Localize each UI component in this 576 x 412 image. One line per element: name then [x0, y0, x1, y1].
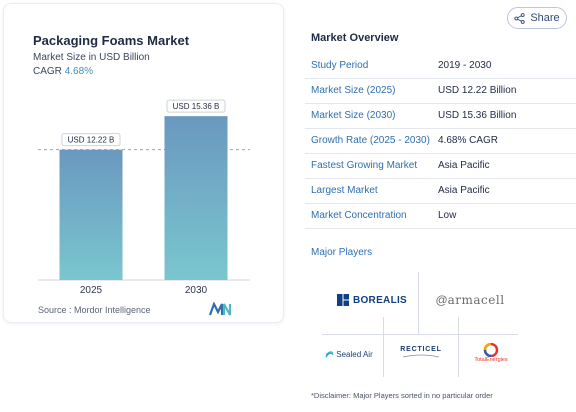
overview-value: 4.68% CAGR	[438, 135, 499, 146]
overview-value: Asia Pacific	[438, 160, 490, 171]
share-label: Share	[530, 12, 560, 24]
grid-divider	[383, 317, 384, 377]
recticel-swoosh-icon	[402, 354, 440, 357]
mordor-logo-icon	[208, 301, 232, 316]
bar-2025	[59, 149, 123, 280]
share-button[interactable]: Share	[507, 7, 567, 29]
armacell-at-icon: @	[435, 293, 448, 307]
overview-row-size-2030: Market Size (2030) USD 15.36 Billion	[305, 104, 576, 129]
overview-label: Study Period	[311, 60, 369, 71]
armacell-logo: @ armacell	[422, 288, 518, 312]
major-players-grid: BOREALIS @ armacell Sealed Air RECTICEL …	[318, 272, 522, 378]
data-label: USD 12.22 B	[68, 136, 115, 145]
borealis-text: BOREALIS	[352, 294, 408, 306]
chart-svg: USD 12.22 B 2025 USD 15.36 B 2030	[38, 99, 250, 296]
overview-value: 2019 - 2030	[438, 60, 492, 71]
overview-label: Fastest Growing Market	[311, 160, 418, 171]
armacell-text: armacell	[447, 293, 505, 307]
cagr-label: CAGR	[33, 66, 62, 77]
overview-row-fastest-growing: Fastest Growing Market Asia Pacific	[305, 154, 576, 179]
totalenergies-logo: TotalEnergies	[462, 338, 520, 368]
recticel-text: RECTICEL	[400, 345, 442, 353]
x-tick-label: 2025	[80, 285, 103, 296]
share-icon	[514, 12, 525, 24]
overview-row-largest-market: Largest Market Asia Pacific	[305, 179, 576, 204]
bar-2030	[164, 116, 228, 280]
totalenergies-mark-icon	[483, 343, 499, 357]
major-players-label: Major Players	[311, 247, 373, 258]
market-card	[3, 3, 284, 323]
overview-value: Asia Pacific	[438, 185, 490, 196]
disclaimer-text: *Disclaimer: Major Players sorted in no …	[311, 391, 493, 400]
borealis-mark-icon	[336, 294, 349, 306]
recticel-logo: RECTICEL	[386, 340, 456, 364]
overview-label: Largest Market	[311, 185, 378, 196]
overview-value: USD 15.36 Billion	[438, 110, 517, 121]
overview-table: Study Period 2019 - 2030 Market Size (20…	[305, 54, 576, 229]
overview-title: Market Overview	[311, 32, 399, 44]
card-cagr: CAGR 4.68%	[33, 66, 93, 77]
market-size-chart: USD 12.22 B 2025 USD 15.36 B 2030	[0, 0, 284, 326]
sealed-air-logo: Sealed Air	[318, 346, 380, 362]
overview-value: Low	[438, 210, 457, 221]
data-label-box	[166, 99, 226, 113]
data-label-box	[61, 133, 121, 147]
overview-label: Market Size (2030)	[311, 110, 396, 121]
cagr-value: 4.68%	[64, 66, 94, 77]
grid-divider	[322, 334, 518, 335]
overview-label: Market Size (2025)	[311, 85, 396, 96]
overview-row-size-2025: Market Size (2025) USD 12.22 Billion	[305, 79, 576, 104]
overview-label: Growth Rate (2025 - 2030)	[311, 135, 430, 146]
x-tick-label: 2030	[185, 285, 208, 296]
chart-source: Source : Mordor Intelligence	[38, 305, 151, 315]
grid-divider	[458, 317, 459, 377]
data-label: USD 15.36 B	[173, 102, 220, 111]
totalenergies-text: TotalEnergies	[474, 357, 508, 363]
sealed-air-mark-icon	[325, 350, 334, 358]
sealed-air-text: Sealed Air	[336, 349, 373, 359]
card-subtitle: Market Size in USD Billion	[33, 52, 150, 63]
overview-row-concentration: Market Concentration Low	[305, 204, 576, 229]
overview-row-study-period: Study Period 2019 - 2030	[305, 54, 576, 79]
overview-label: Market Concentration	[311, 210, 407, 221]
overview-value: USD 12.22 Billion	[438, 85, 517, 96]
grid-divider	[418, 272, 419, 334]
overview-row-growth-rate: Growth Rate (2025 - 2030) 4.68% CAGR	[305, 129, 576, 154]
borealis-logo: BOREALIS	[332, 290, 412, 310]
card-title: Packaging Foams Market	[33, 33, 190, 48]
